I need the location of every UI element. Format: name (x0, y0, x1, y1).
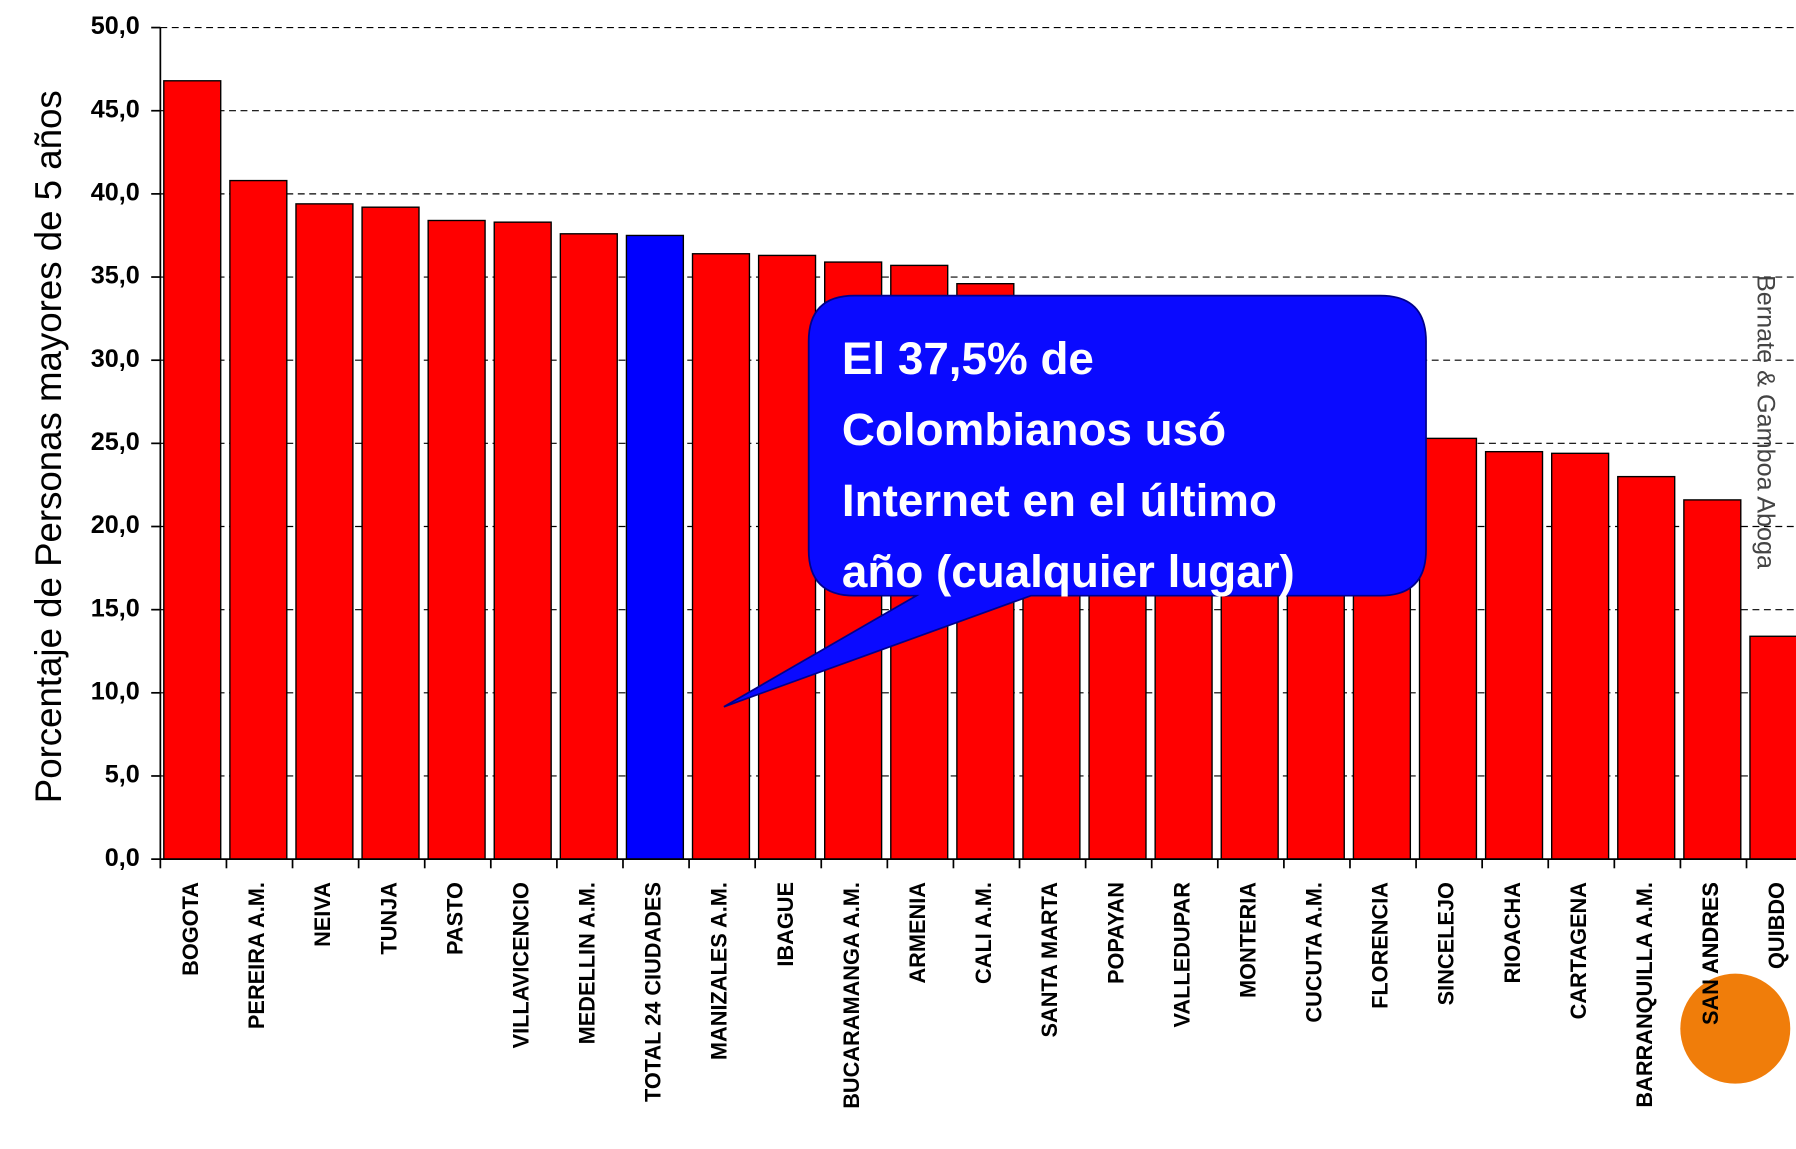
x-tick-label: BUCARAMANGA A.M. (839, 882, 864, 1109)
x-tick-label: TOTAL 24 CIUDADES (641, 882, 666, 1102)
x-tick-label: ARMENIA (905, 882, 930, 984)
x-tick-label: CARTAGENA (1566, 882, 1591, 1020)
x-tick-label: POPAYAN (1103, 882, 1128, 984)
y-tick-label: 45,0 (91, 95, 140, 123)
bar (295, 203, 354, 860)
bar (1683, 499, 1742, 860)
callout-text: El 37,5% de (842, 333, 1094, 384)
x-tick-label: SANTA MARTA (1037, 882, 1062, 1038)
x-tick-label-highlight: SAN ANDRES (1698, 882, 1723, 1025)
x-tick-label: CUCUTA A.M. (1302, 882, 1327, 1023)
callout-text: Colombianos usó (842, 404, 1226, 455)
bar (163, 80, 222, 860)
x-tick-label: MEDELLIN A.M. (575, 882, 600, 1044)
x-tick-label: NEIVA (310, 882, 335, 947)
callout-shape (723, 294, 1427, 708)
y-tick-label: 50,0 (91, 12, 140, 40)
x-tick-label: PEREIRA A.M. (244, 882, 269, 1029)
bar (1484, 450, 1544, 860)
x-tick-label: VALLEDUPAR (1169, 882, 1194, 1028)
bar (361, 206, 420, 860)
y-tick-label: 0,0 (105, 844, 140, 872)
x-tick-label: PASTO (442, 882, 467, 955)
bar (1550, 452, 1610, 860)
x-tick-label: VILLAVICENCIO (508, 882, 533, 1048)
x-tick-label: MONTERIA (1235, 882, 1260, 998)
y-axis-label: Porcentaje de Personas mayores de 5 años (28, 90, 69, 803)
x-tick-label: TUNJA (376, 882, 401, 955)
x-tick-label: MANIZALES A.M. (707, 882, 732, 1060)
bar (691, 253, 751, 860)
x-tick-label: FLORENCIA (1368, 882, 1393, 1009)
y-tick-label: 40,0 (91, 179, 140, 207)
bar (427, 219, 486, 860)
bar (1418, 437, 1478, 860)
y-tick-label: 25,0 (91, 428, 140, 456)
highlight-circle (1680, 973, 1791, 1084)
x-tick-label: CALI A.M. (971, 882, 996, 984)
bar (757, 254, 817, 860)
y-tick-label: 30,0 (91, 345, 140, 373)
x-tick-label: RIOACHA (1500, 882, 1525, 984)
callout-text: año (cualquier lugar) (842, 546, 1295, 597)
x-tick-label: BARRANQUILLA A.M. (1632, 882, 1657, 1108)
y-tick-label: 15,0 (91, 594, 140, 622)
bar (1617, 475, 1676, 860)
watermark: Bernate & Gamboa Aboga (1751, 275, 1779, 570)
bar (1749, 635, 1796, 860)
x-tick-label: SINCELEJO (1434, 882, 1459, 1005)
x-tick-label: BOGOTA (178, 882, 203, 976)
y-tick-label: 20,0 (91, 511, 140, 539)
y-tick-label: 10,0 (91, 677, 140, 705)
y-tick-label: 5,0 (105, 761, 140, 789)
bar (229, 179, 288, 860)
x-tick-label: IBAGUE (773, 882, 798, 967)
x-tick-label: QUIBDO (1764, 882, 1789, 969)
bar (559, 233, 618, 860)
callout-text: Internet en el último (842, 475, 1277, 526)
bar (625, 234, 685, 860)
bar (493, 221, 552, 860)
y-tick-label: 35,0 (91, 262, 140, 290)
